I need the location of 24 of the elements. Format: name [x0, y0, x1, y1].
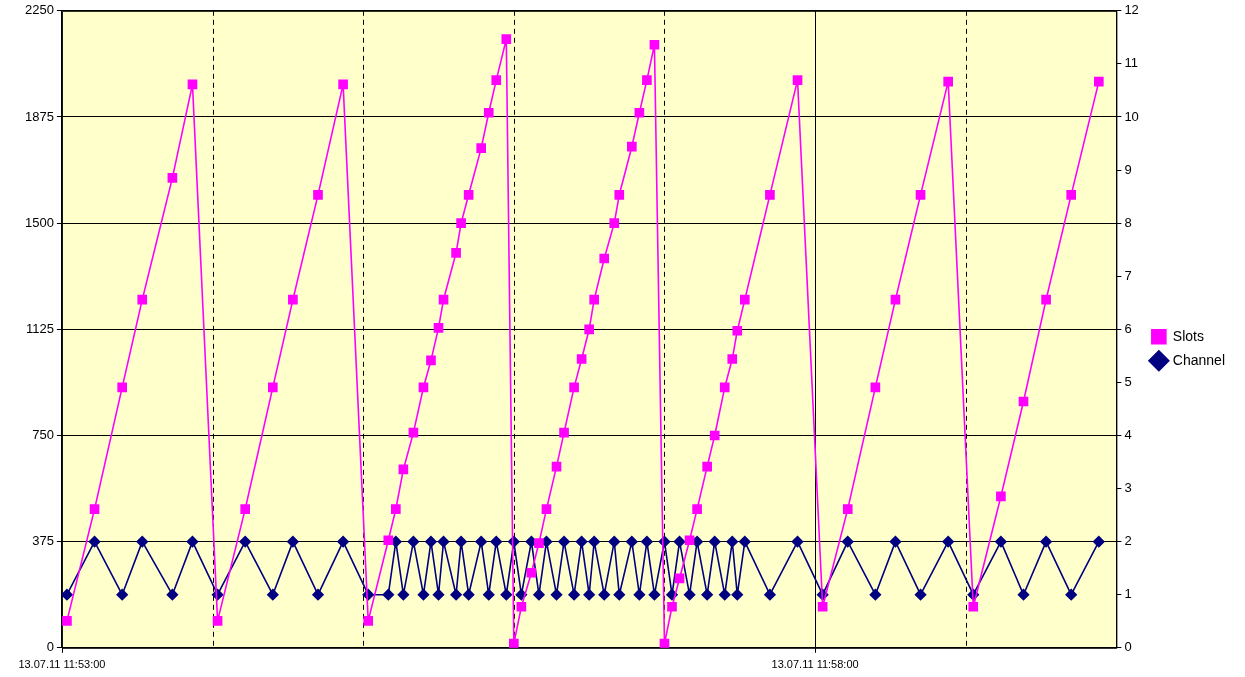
y2-tick-label: 0	[1124, 639, 1132, 655]
y2-tick-label: 2	[1124, 533, 1132, 549]
y2-tick-label: 12	[1124, 2, 1139, 18]
y2-tick-label: 1	[1124, 586, 1132, 602]
y2-tick-label: 10	[1124, 108, 1139, 124]
x-tick-label: 13.07.11 11:58:00	[771, 658, 859, 671]
y2-tick-label: 4	[1124, 427, 1132, 443]
y-tick-label: 1125	[25, 320, 54, 336]
y-tick-label: 2250	[25, 2, 54, 18]
y-tick-label: 1500	[25, 214, 54, 230]
y2-tick-label: 5	[1124, 373, 1132, 389]
y-tick-label: 375	[32, 533, 54, 549]
y2-tick-label: 6	[1124, 320, 1132, 336]
y2-tick-label: 11	[1124, 55, 1138, 71]
x-tick-label: 13.07.11 11:53:00	[18, 658, 106, 671]
y-tick-label: 750	[32, 427, 54, 443]
y-tick-label: 0	[46, 639, 54, 655]
legend-label: Slots	[1172, 327, 1204, 344]
y2-tick-label: 8	[1124, 214, 1132, 230]
y2-tick-label: 3	[1124, 480, 1132, 496]
legend-label: Channel	[1172, 351, 1225, 368]
y-tick-label: 1875	[25, 108, 54, 124]
y2-tick-label: 7	[1124, 267, 1132, 283]
y2-tick-label: 9	[1124, 161, 1132, 177]
